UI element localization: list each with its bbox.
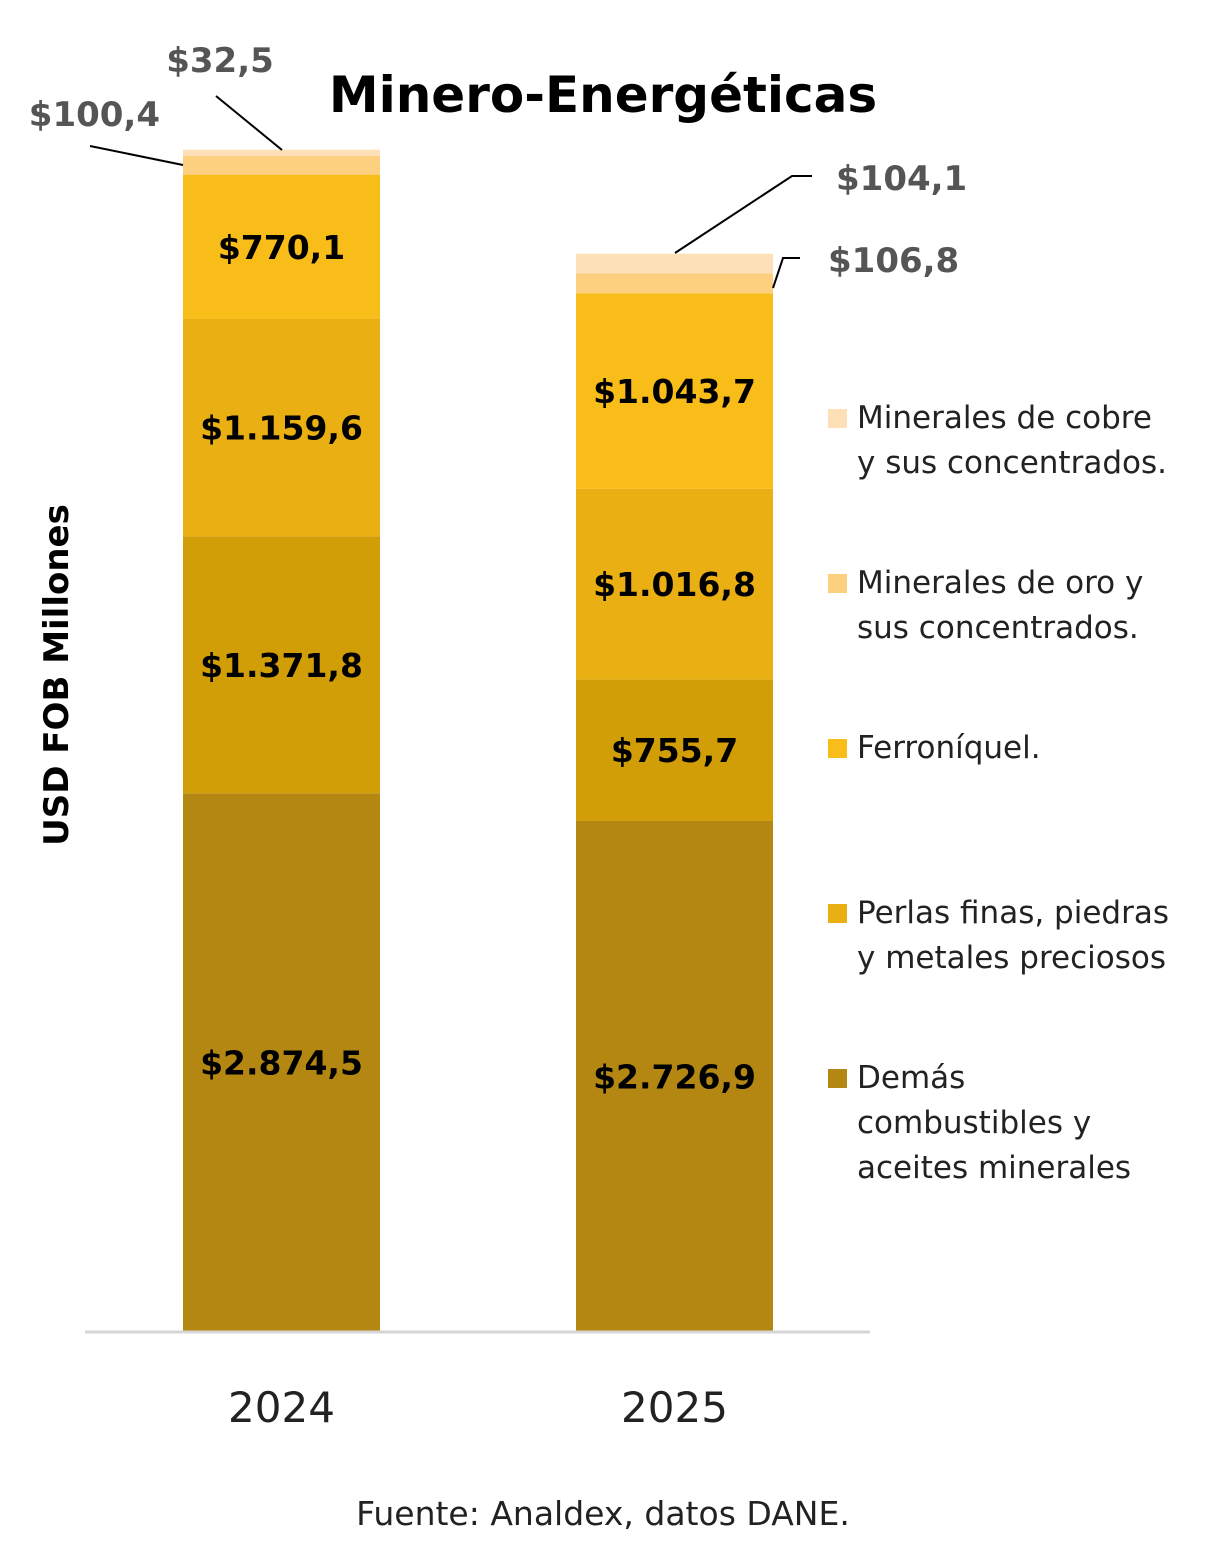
x-tick-label: 2024 xyxy=(228,1383,335,1432)
x-tick-labels: 2024 2025 xyxy=(228,1383,728,1432)
bar-segment xyxy=(576,273,773,294)
y-axis-label: USD FOB Millones xyxy=(37,504,77,846)
legend-swatch xyxy=(828,409,847,428)
callout-leader-line xyxy=(772,257,800,289)
legend-label: y sus concentrados. xyxy=(857,445,1167,481)
source-note: Fuente: Analdex, datos DANE. xyxy=(356,1494,850,1533)
legend-label: Demás xyxy=(857,1060,965,1096)
legend-item: Minerales de cobre y sus concentrados. xyxy=(828,400,1167,481)
data-label: $106,8 xyxy=(828,241,959,281)
data-label: $2.874,5 xyxy=(200,1044,363,1083)
data-label: $100,4 xyxy=(29,95,160,135)
legend-item: Ferroníquel. xyxy=(828,730,1041,766)
legend-swatch xyxy=(828,739,847,758)
callout-leader-line xyxy=(89,145,184,166)
data-label: $1.043,7 xyxy=(593,372,756,411)
legend-item: Perlas finas, piedras y metales preciosos xyxy=(828,895,1169,976)
callout-labels: $100,4$32,5 $106,8 $104,1 xyxy=(29,41,967,289)
data-label: $32,5 xyxy=(166,41,274,81)
data-label: $755,7 xyxy=(611,731,738,770)
bar-segment xyxy=(183,318,380,537)
bar-segment xyxy=(576,253,773,274)
chart-title: Minero-Energéticas xyxy=(329,66,877,124)
legend-label: aceites minerales xyxy=(857,1150,1131,1186)
legend-swatch xyxy=(828,1069,847,1088)
legend-swatch xyxy=(828,904,847,923)
bars-group: $2.874,5 $1.371,8 $1.159,6 $770,1 $2.726,9 $7… xyxy=(183,149,773,1332)
data-label: $1.371,8 xyxy=(200,646,363,685)
data-label: $2.726,9 xyxy=(593,1057,756,1096)
bar-segment xyxy=(576,488,773,680)
bar-segment xyxy=(576,293,773,489)
legend-label: Minerales de cobre xyxy=(857,400,1152,436)
data-label: $1.159,6 xyxy=(200,409,363,448)
legend-label: Perlas finas, piedras xyxy=(857,895,1169,931)
legend-swatch xyxy=(828,574,847,593)
legend-label: Ferroníquel. xyxy=(857,730,1041,766)
legend-label: sus concentrados. xyxy=(857,610,1139,646)
bar-segment xyxy=(183,149,380,156)
data-label: $104,1 xyxy=(836,159,967,199)
callout-leader-line xyxy=(674,175,812,254)
legend-item: Demás combustibles y aceites minerales xyxy=(828,1060,1131,1186)
bar-segment xyxy=(576,679,773,821)
data-label: $1.016,8 xyxy=(593,565,756,604)
bar-segment xyxy=(183,174,380,319)
bar-segment xyxy=(576,820,773,1332)
legend-label: y metales preciosos xyxy=(857,940,1166,976)
legend-item: Minerales de oro y sus concentrados. xyxy=(828,565,1143,646)
legend-label: Minerales de oro y xyxy=(857,565,1143,601)
x-tick-label: 2025 xyxy=(621,1383,728,1432)
bar-segment xyxy=(183,793,380,1332)
data-label: $770,1 xyxy=(218,228,345,267)
callout-leader-line xyxy=(215,95,283,151)
legend-label: combustibles y xyxy=(857,1105,1091,1141)
bar-segment xyxy=(183,536,380,794)
bar-segment xyxy=(183,155,380,175)
